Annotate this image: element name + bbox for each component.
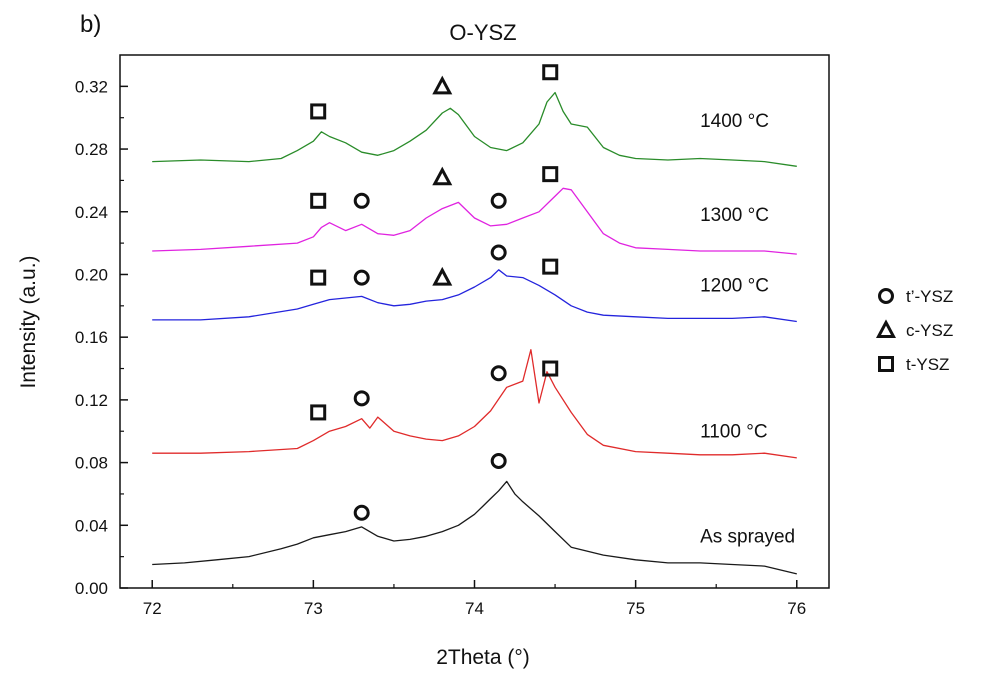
circle-marker <box>353 390 370 407</box>
x-tick-label: 72 <box>143 599 162 618</box>
x-tick-label: 74 <box>465 599 484 618</box>
series-line <box>152 349 797 459</box>
curve-label: 1100 °C <box>700 422 767 443</box>
x-axis: 72 73 74 75 76 <box>143 580 806 618</box>
square-marker <box>542 360 559 377</box>
curve-label: 1400 °C <box>700 111 769 132</box>
legend-square-icon <box>878 356 894 372</box>
x-tick-label: 73 <box>304 599 323 618</box>
series-line <box>152 269 797 323</box>
circle-marker <box>490 192 507 209</box>
legend-triangle-icon <box>875 319 897 338</box>
panel-label: b) <box>80 11 101 38</box>
legend-circle-icon <box>878 288 894 304</box>
x-tick-label: 76 <box>787 599 806 618</box>
curve-label: 1300 °C <box>700 205 769 226</box>
plot-frame <box>119 54 830 589</box>
legend-label: c-YSZ <box>906 321 953 340</box>
square-marker <box>542 166 559 183</box>
y-axis: 0.00 0.04 0.08 0.12 0.16 0.20 0.24 0.28 0.32 <box>75 77 128 598</box>
series-line <box>152 91 797 167</box>
y-tick-label: 0.08 <box>75 454 108 473</box>
square-marker <box>310 192 327 209</box>
triangle-marker <box>432 266 453 286</box>
y-tick-label: 0.32 <box>75 77 108 96</box>
circle-marker <box>490 453 507 470</box>
y-tick-label: 0.12 <box>75 391 108 410</box>
series-lines <box>152 91 797 575</box>
y-tick-label: 0.04 <box>75 516 108 535</box>
curve-label: 1200 °C <box>700 276 769 297</box>
y-tick-label: 0.00 <box>75 579 108 598</box>
y-tick-label: 0.16 <box>75 328 108 347</box>
curve-label: As sprayed <box>700 527 795 548</box>
phase-markers <box>310 64 559 521</box>
circle-marker <box>490 244 507 261</box>
triangle-marker <box>432 166 453 186</box>
legend-label: t-YSZ <box>906 355 949 374</box>
y-tick-label: 0.28 <box>75 140 108 159</box>
legend: t’-YSZ c-YSZ t-YSZ <box>875 287 953 374</box>
square-marker <box>542 64 559 81</box>
x-tick-label: 75 <box>626 599 645 618</box>
square-marker <box>310 269 327 286</box>
series-line <box>152 480 797 575</box>
x-axis-label: 2Theta (°) <box>436 646 530 669</box>
square-marker <box>310 404 327 421</box>
y-tick-label: 0.24 <box>75 203 108 222</box>
square-marker <box>310 103 327 120</box>
circle-marker <box>353 269 370 286</box>
square-marker <box>542 258 559 275</box>
circle-marker <box>353 504 370 521</box>
curve-labels: 1400 °C 1300 °C 1200 °C 1100 °C As sprayed <box>700 111 795 547</box>
y-axis-label: Intensity (a.u.) <box>17 255 40 388</box>
circle-marker <box>490 365 507 382</box>
y-tick-label: 0.20 <box>75 265 108 284</box>
circle-marker <box>353 192 370 209</box>
triangle-marker <box>432 75 453 95</box>
chart-title: O-YSZ <box>449 20 516 45</box>
legend-label: t’-YSZ <box>906 287 953 306</box>
series-line <box>152 187 797 255</box>
